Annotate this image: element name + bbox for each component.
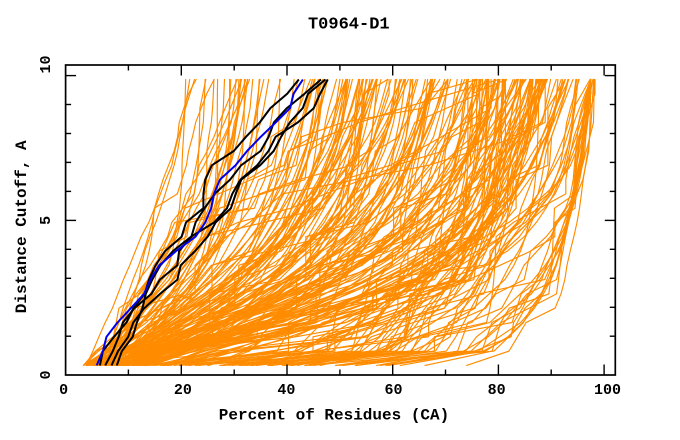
svg-text:40: 40 (277, 382, 295, 399)
svg-text:5: 5 (38, 216, 55, 225)
svg-text:Distance Cutoff, A: Distance Cutoff, A (13, 140, 31, 313)
svg-text:60: 60 (384, 382, 402, 399)
svg-text:0: 0 (38, 370, 55, 379)
svg-text:Percent of Residues (CA): Percent of Residues (CA) (219, 407, 449, 425)
svg-text:0: 0 (59, 382, 68, 399)
svg-text:20: 20 (174, 382, 192, 399)
svg-text:10: 10 (38, 55, 55, 73)
svg-text:T0964-D1: T0964-D1 (308, 16, 390, 35)
svg-text:100: 100 (594, 382, 621, 399)
svg-text:80: 80 (488, 382, 506, 399)
